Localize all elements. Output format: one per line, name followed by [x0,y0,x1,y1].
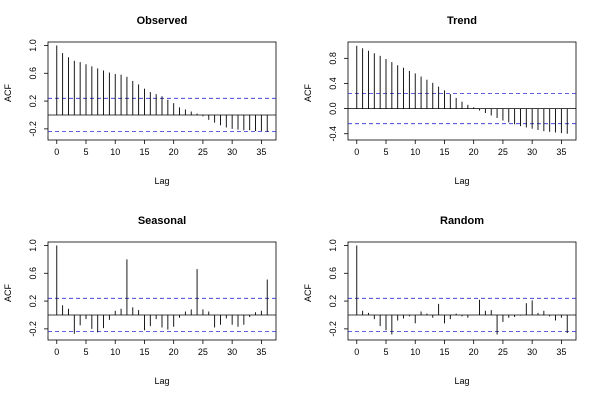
x-axis-label: Lag [154,176,169,186]
x-tick-label: 30 [227,347,237,357]
y-axis-label: ACF [3,283,13,302]
x-tick-label: 30 [227,147,237,157]
x-tick-label: 15 [139,147,149,157]
x-tick-label: 15 [139,347,149,357]
x-tick-label: 35 [556,347,566,357]
acf-plot-area: 0 5 10 15 20 25 30 35 -0.2 0.2 0.6 1.0 [28,239,277,357]
x-tick-label: 20 [469,347,479,357]
y-tick-label: -0.2 [28,321,38,337]
panel-title: Seasonal [138,215,186,227]
y-axis: -0.2 0.2 0.6 1.0 [328,239,348,337]
acf-plot-area: 0 5 10 15 20 25 30 35 -0.2 0.2 0.6 1.0 [28,39,277,157]
panel-title: Random [440,215,484,227]
x-tick-label: 0 [354,147,359,157]
y-tick-label: 0.6 [328,267,338,280]
x-tick-label: 35 [256,147,266,157]
y-axis-label: ACF [303,83,313,102]
acf-plot-area: 0 5 10 15 20 25 30 35 -0.2 0.2 0.6 1.0 [328,239,577,357]
y-tick-label: -0.2 [28,121,38,137]
y-tick-label: -0.4 [328,126,338,142]
y-tick-label: 0.8 [328,52,338,65]
x-tick-label: 0 [54,147,59,157]
panel-seasonal: Seasonal Lag ACF [3,215,186,386]
acf-plot-area: 0 5 10 15 20 25 30 35 -0.4 0.0 0.4 0.8 [328,41,577,157]
x-tick-label: 25 [498,147,508,157]
x-tick-label: 20 [469,147,479,157]
plot-frame [347,241,577,341]
x-tick-label: 35 [256,347,266,357]
plot-frame [47,41,277,141]
y-axis: -0.4 0.0 0.4 0.8 [328,52,348,141]
x-tick-label: 20 [169,347,179,357]
plot-frame [47,241,277,341]
y-axis: -0.2 0.2 0.6 1.0 [28,239,48,337]
x-tick-label: 10 [410,347,420,357]
x-tick-label: 25 [198,347,208,357]
panel-title: Observed [137,15,188,27]
x-tick-label: 35 [556,147,566,157]
panel-title: Trend [447,15,477,27]
panel-observed: Observed Lag ACF [3,15,187,186]
x-tick-label: 10 [410,147,420,157]
x-tick-label: 5 [383,347,388,357]
panel-trend: Trend Lag ACF [303,15,477,186]
plot-frame [347,41,577,141]
x-tick-label: 10 [110,347,120,357]
x-axis-label: Lag [454,176,469,186]
x-tick-label: 5 [83,147,88,157]
x-tick-label: 10 [110,147,120,157]
y-tick-label: 1.0 [28,239,38,252]
y-tick-label: 0.6 [28,67,38,80]
x-tick-label: 15 [439,147,449,157]
y-tick-label: 1.0 [28,39,38,52]
y-axis-label: ACF [3,83,13,102]
x-tick-label: 0 [54,347,59,357]
x-axis-label: Lag [454,376,469,386]
x-axis: 0 5 10 15 20 25 30 35 [354,340,566,357]
y-tick-label: 0.6 [28,267,38,280]
y-tick-label: -0.2 [328,321,338,337]
x-axis: 0 5 10 15 20 25 30 35 [354,140,566,157]
x-tick-label: 30 [527,347,537,357]
x-tick-label: 30 [527,147,537,157]
y-axis: -0.2 0.2 0.6 1.0 [28,39,48,137]
panel-random: Random Lag ACF [303,215,484,386]
x-axis: 0 5 10 15 20 25 30 35 [54,140,266,157]
y-tick-label: 0.2 [28,95,38,108]
x-tick-label: 15 [439,347,449,357]
y-tick-label: 0.0 [328,102,338,115]
y-tick-label: 0.2 [28,295,38,308]
x-tick-label: 20 [169,147,179,157]
x-tick-label: 25 [498,347,508,357]
x-tick-label: 0 [354,347,359,357]
y-tick-label: 1.0 [328,239,338,252]
x-tick-label: 5 [383,147,388,157]
y-axis-label: ACF [303,283,313,302]
x-tick-label: 25 [198,147,208,157]
x-axis-label: Lag [154,376,169,386]
y-tick-label: 0.2 [328,295,338,308]
x-tick-label: 5 [83,347,88,357]
x-axis: 0 5 10 15 20 25 30 35 [54,340,266,357]
y-tick-label: 0.4 [328,77,338,90]
